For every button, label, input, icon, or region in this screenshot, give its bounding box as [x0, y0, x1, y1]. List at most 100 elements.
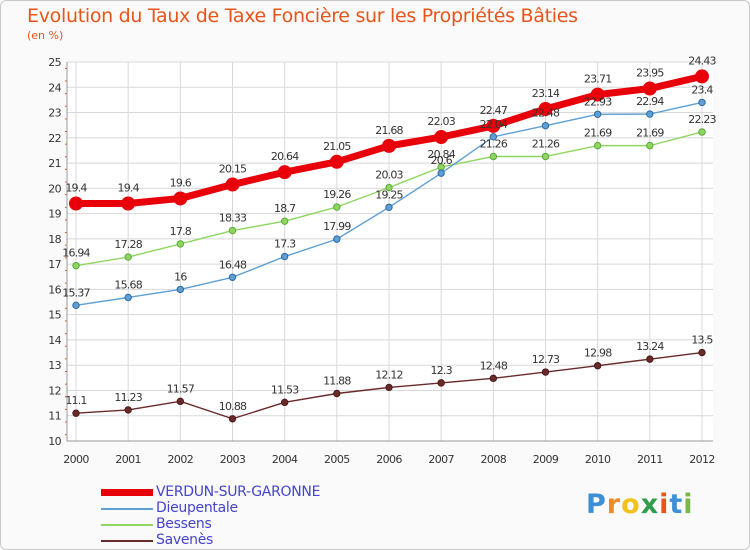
x-tick-label: 2009 [533, 453, 559, 466]
data-point [642, 81, 657, 96]
data-label: 15.37 [62, 286, 90, 299]
data-label: 12.3 [431, 364, 453, 377]
data-point [124, 293, 132, 302]
logo-letter: t [669, 489, 684, 520]
data-point [437, 379, 445, 387]
data-point [228, 415, 237, 423]
data-point [698, 348, 706, 357]
data-point [176, 397, 185, 406]
data-point [225, 177, 240, 192]
data-point [593, 141, 602, 150]
legend-label: Bessens [156, 516, 212, 532]
data-point [541, 368, 550, 376]
logo-letter: x [640, 489, 660, 520]
data-point [176, 240, 185, 248]
data-point [72, 301, 80, 310]
data-label: 20.6 [431, 154, 453, 167]
legend-label: Dieupentale [156, 500, 238, 516]
data-label: 21.26 [480, 137, 508, 150]
data-label: 12.48 [480, 359, 508, 372]
y-tick-label: 18 [48, 233, 61, 246]
y-tick-label: 22 [48, 132, 61, 145]
data-point [385, 183, 393, 192]
data-label: 19.4 [118, 181, 140, 194]
legend-swatch-dieupentale [101, 508, 153, 510]
y-tick-label: 25 [48, 56, 61, 69]
x-tick-label: 2005 [324, 453, 350, 466]
data-label: 21.05 [323, 140, 351, 153]
x-tick-label: 2010 [585, 453, 611, 466]
data-label: 19.25 [375, 188, 403, 201]
data-label: 22.48 [532, 107, 560, 120]
x-tick-label: 2008 [481, 453, 507, 466]
data-label: 21.69 [636, 127, 664, 140]
y-tick-label: 14 [48, 334, 61, 347]
data-label: 11.1 [65, 394, 86, 407]
x-tick-label: 2006 [376, 453, 402, 466]
data-label: 20.03 [375, 169, 403, 182]
data-point [489, 152, 498, 161]
x-tick-label: 2000 [63, 453, 89, 466]
y-tick-label: 13 [48, 359, 61, 372]
y-tick-label: 21 [48, 157, 61, 170]
data-point [541, 152, 550, 161]
data-label: 13.5 [691, 334, 713, 347]
data-point [176, 285, 185, 294]
logo-letter: i [659, 489, 670, 520]
data-label-layer: 19.4 19.4 19.6 20.15 20.64 21.05 21.68 22.03 22.… [62, 54, 717, 412]
logo-letter: o [621, 489, 641, 520]
data-point [590, 87, 605, 102]
data-label: 17.3 [274, 238, 296, 251]
x-tick-label: 2002 [168, 453, 194, 466]
x-tick-label: 2004 [272, 453, 298, 466]
axis-layer: 10 11 12 13 14 15 16 17 18 19 20 21 22 23 24 25 2000 2001… [48, 56, 715, 466]
data-label: 11.23 [114, 391, 142, 404]
data-label: 17.99 [323, 220, 351, 233]
data-label: 11.88 [323, 374, 351, 387]
data-point [593, 110, 602, 119]
legend-swatch-bessens [101, 524, 153, 526]
data-point [333, 203, 341, 211]
legend-swatch-savenes [101, 540, 153, 542]
data-point [385, 383, 393, 392]
data-point [646, 110, 654, 118]
data-label: 18.7 [274, 202, 296, 215]
y-tick-label: 11 [48, 410, 61, 423]
x-tick-label: 2001 [115, 453, 141, 466]
data-point [486, 118, 501, 133]
data-label: 16.48 [219, 258, 247, 271]
data-point [382, 138, 396, 153]
data-label: 16.94 [62, 247, 90, 260]
x-tick-label: 2007 [428, 453, 454, 466]
data-label: 21.68 [375, 124, 403, 137]
data-label: 22.93 [584, 95, 612, 108]
data-point [124, 253, 132, 261]
data-label: 16 [174, 270, 187, 283]
data-point [329, 154, 344, 169]
proxiti-logo: Proxiti [586, 489, 694, 520]
data-point [277, 165, 292, 180]
data-point [280, 252, 289, 261]
chart-title: Evolution du Taux de Taxe Foncière sur l… [27, 5, 578, 27]
data-point [124, 406, 132, 414]
plot-area [67, 62, 713, 441]
data-point [385, 203, 393, 211]
data-point [646, 355, 654, 363]
data-point [228, 273, 237, 281]
data-label: 17.28 [114, 238, 142, 251]
y-tick-label: 23 [48, 107, 61, 120]
data-label: 24.43 [688, 54, 716, 67]
data-point [489, 133, 498, 141]
data-point [698, 128, 706, 136]
data-label: 19.26 [323, 188, 351, 201]
data-point [538, 101, 553, 116]
data-label: 18.33 [219, 212, 247, 225]
data-label: 11.53 [271, 383, 299, 396]
data-point [541, 121, 550, 130]
data-point [695, 69, 709, 84]
legend-swatch-verdun [101, 489, 153, 496]
data-label: 17.8 [170, 225, 192, 238]
data-point [333, 235, 341, 243]
